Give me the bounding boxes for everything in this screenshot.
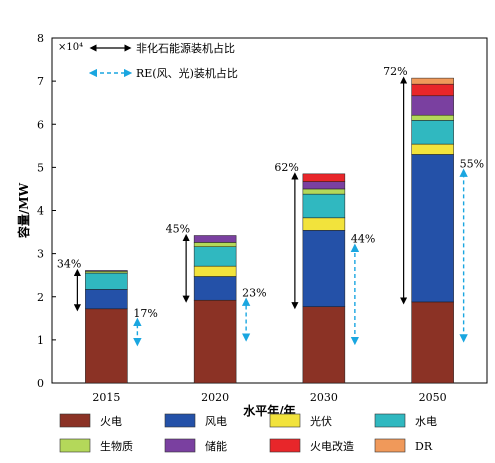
re-share-label: 17%	[133, 307, 157, 320]
bar-segment	[302, 173, 346, 182]
x-tick-label: 2020	[201, 391, 229, 404]
bar-segment	[85, 271, 128, 274]
bar-segment	[302, 193, 346, 219]
legend-label: 储能	[205, 439, 227, 453]
bar-segment	[411, 95, 454, 116]
y-multiplier: ×10⁴	[58, 42, 83, 53]
y-tick-label: 2	[37, 291, 44, 304]
legend-label: DR	[415, 440, 433, 453]
bar-segment	[193, 242, 237, 247]
re-share-label: 44%	[351, 233, 375, 246]
legend-swatch	[59, 413, 91, 428]
y-tick-label: 1	[37, 334, 44, 347]
bar-segment	[85, 272, 128, 290]
bar-segment	[85, 289, 128, 310]
bar-segment	[302, 181, 346, 190]
y-axis-label: 容量/MW	[16, 182, 31, 239]
re-share-label: 23%	[242, 287, 266, 300]
bar-segment	[193, 246, 237, 267]
bar-segment	[302, 230, 346, 307]
legend-swatch	[269, 413, 301, 428]
legend-label: 火电改造	[310, 439, 354, 453]
bar-segment	[302, 306, 346, 384]
non-fossil-share-label: 34%	[57, 257, 81, 270]
legend-label: 水电	[415, 415, 437, 428]
share-annotations: 34% 17% 45% 23% 62% 44% 72% 55%	[57, 65, 484, 347]
y-tick-label: 0	[37, 377, 44, 390]
bar-segment	[193, 276, 237, 301]
legend-swatch	[374, 413, 406, 428]
legend-label: 风电	[205, 415, 227, 428]
legend-label: 光伏	[310, 414, 332, 428]
legend-label: 生物质	[100, 439, 133, 453]
y-tick-label: 8	[37, 32, 44, 45]
x-tick-label: 2030	[310, 391, 338, 404]
legend-swatch	[164, 438, 196, 453]
bar-segment	[302, 217, 346, 231]
bar-segment	[411, 143, 454, 155]
non-fossil-share-label: 72%	[383, 65, 407, 78]
bar-segment	[411, 83, 454, 97]
x-tick-label: 2050	[419, 391, 447, 404]
y-tick-label: 7	[37, 75, 44, 88]
re-share-label: 55%	[460, 158, 484, 171]
bar-segment	[411, 154, 454, 303]
annotation-legend: 非化石能源装机占比 RE(风、光)装机占比	[88, 41, 238, 80]
bar-segment	[302, 188, 346, 195]
bar-segment	[193, 265, 237, 277]
bar-segment	[193, 299, 237, 384]
legend-swatch	[269, 438, 301, 453]
bar-segment	[193, 235, 237, 243]
x-tick-label: 2015	[92, 391, 120, 404]
legend-swatch	[59, 438, 91, 453]
bars	[85, 77, 454, 384]
bar-segment	[411, 301, 454, 384]
y-tick-label: 3	[37, 248, 44, 261]
legend-swatch	[164, 413, 196, 428]
bar-segment	[85, 270, 128, 272]
legend-blue-label: RE(风、光)装机占比	[136, 66, 238, 80]
legend-label: 火电	[100, 415, 122, 428]
non-fossil-share-label: 62%	[274, 161, 298, 174]
bar-segment	[411, 120, 454, 145]
bar-segment	[85, 308, 128, 384]
y-tick-label: 5	[37, 161, 44, 174]
bar-segment	[411, 114, 454, 121]
y-tick-label: 6	[37, 118, 44, 131]
legend-black-label: 非化石能源装机占比	[136, 41, 235, 55]
legend-swatch	[374, 438, 406, 453]
y-tick-label: 4	[37, 205, 44, 218]
bar-segment	[411, 77, 454, 85]
non-fossil-share-label: 45%	[166, 223, 190, 236]
